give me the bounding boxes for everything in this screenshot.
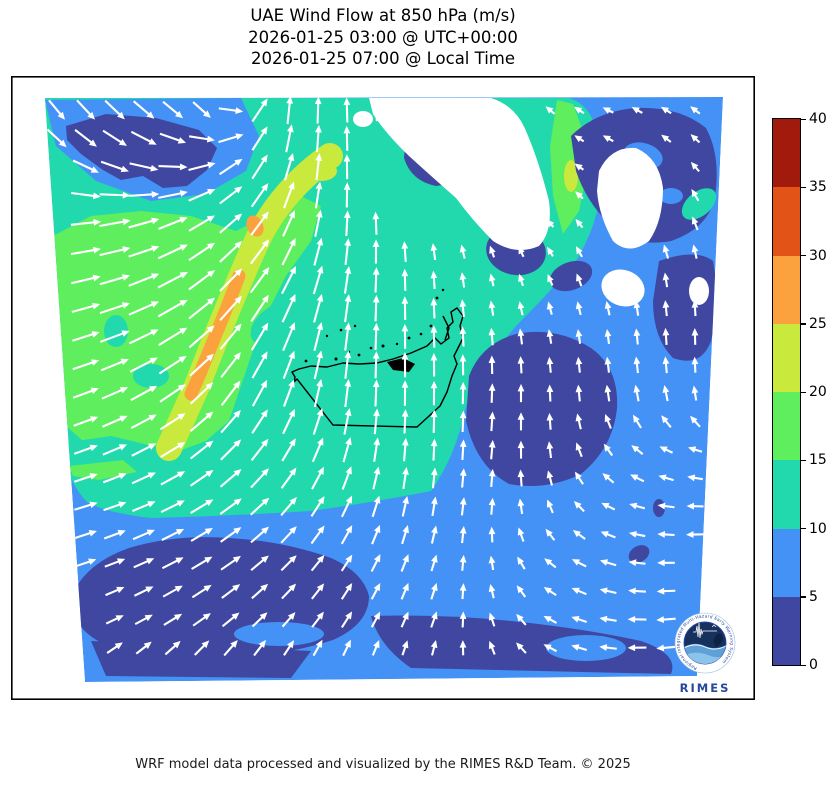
colorbar-bin xyxy=(773,392,800,461)
colorbar-tick-label: 20 xyxy=(809,384,827,400)
colorbar-tickmark xyxy=(800,391,806,393)
wind-map xyxy=(11,76,756,701)
colorbar-tickmark xyxy=(800,255,806,257)
colorbar-bin xyxy=(773,528,800,597)
chart-title: UAE Wind Flow at 850 hPa (m/s) xyxy=(250,6,516,25)
colorbar-tick-label: 15 xyxy=(809,452,827,469)
chart-subtitle-utc: 2026-01-25 03:00 @ UTC+00:00 xyxy=(248,27,518,47)
colorbar-tick-label: 5 xyxy=(809,588,818,605)
uae-coastline xyxy=(291,288,464,428)
colorbar-tickmark xyxy=(800,459,806,462)
map-axes xyxy=(11,76,756,701)
colorbar-tickmark xyxy=(800,664,806,666)
colorbar-segments xyxy=(772,118,801,666)
logo-wordmark: RIMES xyxy=(680,681,731,695)
colorbar-bin xyxy=(773,255,800,324)
chart-subtitle-local: 2026-01-25 07:00 @ Local Time xyxy=(250,49,516,68)
colorbar-tickmark xyxy=(800,596,806,598)
wind-arrows xyxy=(46,97,705,657)
colorbar: 0 5 10 15 20 25 30 35 40 xyxy=(772,112,827,672)
map-frame xyxy=(11,76,756,701)
colorbar-bin xyxy=(773,596,800,665)
colorbar-bin xyxy=(773,460,800,529)
colorbar-tickmark xyxy=(800,323,806,325)
terrain-mask xyxy=(353,98,709,307)
colorbar-tick-label: 0 xyxy=(809,657,818,673)
colorbar-tick-label: 10 xyxy=(809,520,827,537)
chart-title-block: UAE Wind Flow at 850 hPa (m/s) 2026-01-2… xyxy=(11,5,755,70)
colorbar-tickmark xyxy=(800,118,806,120)
colorbar-bin xyxy=(773,323,800,392)
colorbar-tickmark xyxy=(800,528,806,530)
colorbar-tickmark xyxy=(800,186,806,189)
colorbar-tick-label: 30 xyxy=(809,247,827,264)
colorbar-bin xyxy=(773,119,800,188)
credit-text: WRF model data processed and visualized … xyxy=(135,757,631,772)
rimes-logo: Regional Integrated Multi-Hazard Early W… xyxy=(670,610,740,702)
colorbar-tick-label: 25 xyxy=(809,315,827,332)
colorbar-tick-label: 35 xyxy=(809,179,827,196)
colorbar-bin xyxy=(773,187,800,256)
colorbar-tick-label: 40 xyxy=(809,111,827,127)
